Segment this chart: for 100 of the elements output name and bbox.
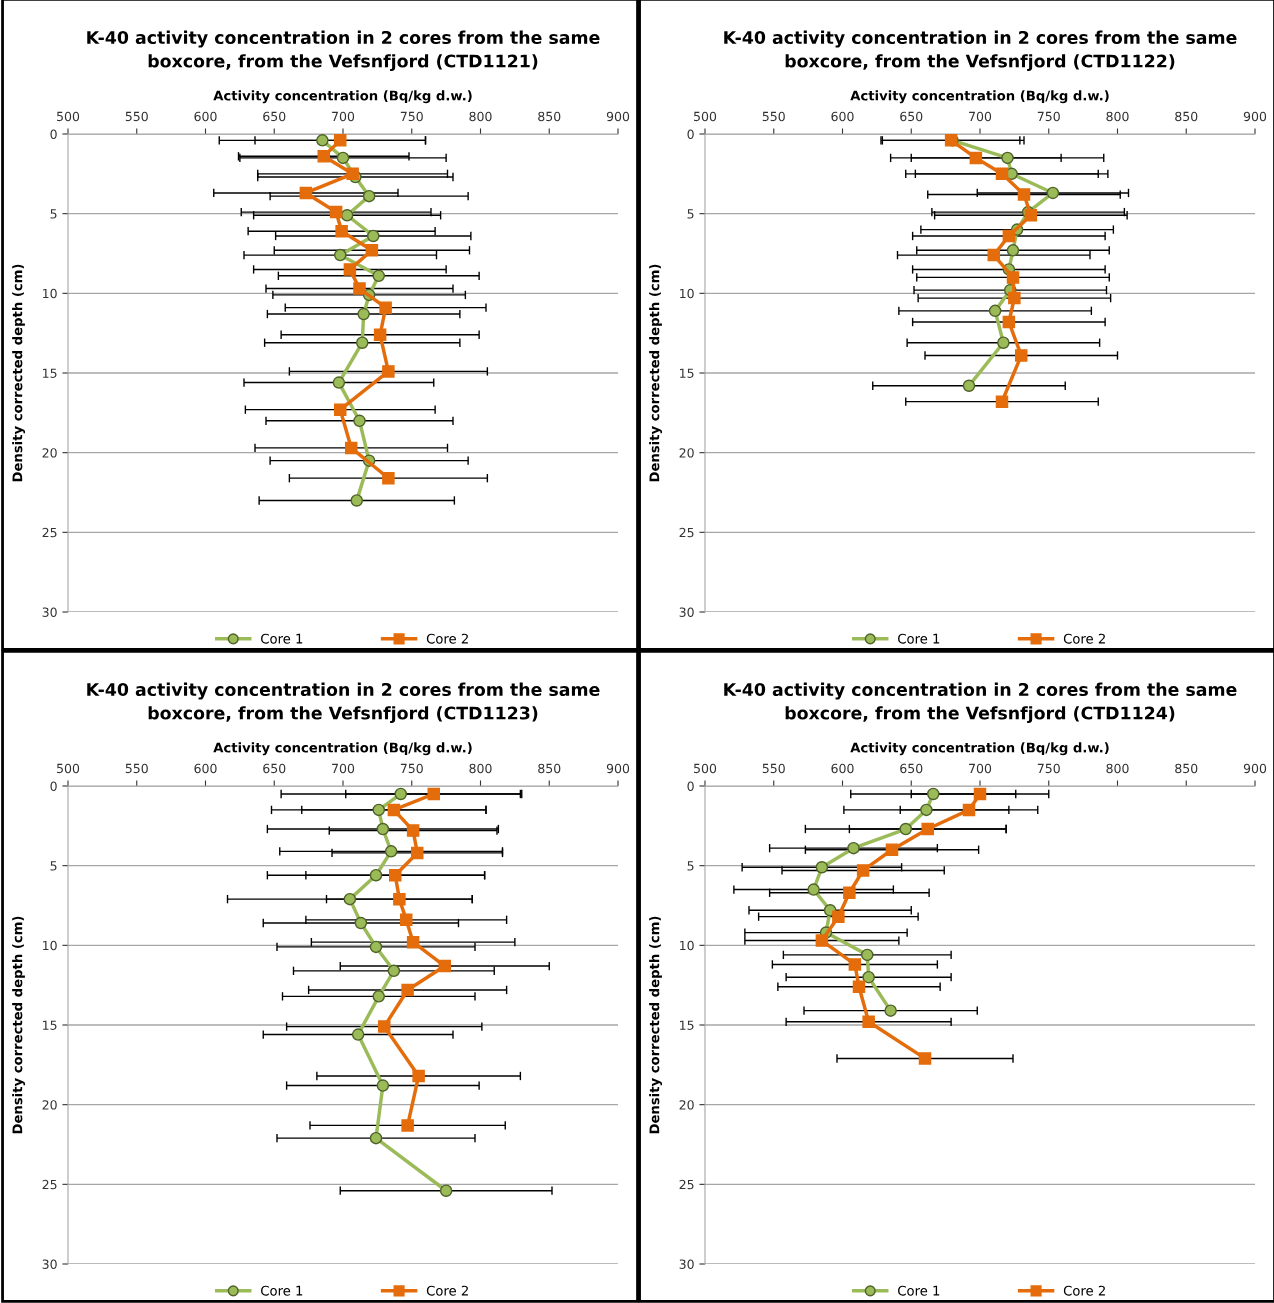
x-tick-label: 500	[694, 763, 717, 774]
x-tick-label: 700	[332, 111, 355, 122]
y-tick-label: 20	[42, 448, 57, 458]
point	[350, 494, 364, 507]
point	[1002, 229, 1016, 243]
point	[815, 934, 829, 947]
point	[832, 910, 845, 923]
y-axis-title: Density corrected depth (cm)	[12, 916, 26, 1134]
x-tick-label: 550	[125, 763, 148, 774]
x-tick-label: 600	[831, 763, 854, 774]
point	[393, 892, 406, 906]
x-axis-title: Activity concentration (Bq/kg d.w.)	[213, 90, 472, 104]
x-tick-label: 750	[400, 763, 423, 774]
point	[1006, 271, 1020, 284]
y-tick-label: 0	[50, 781, 57, 791]
x-tick-label: 650	[263, 111, 286, 122]
y-tick-label: 0	[687, 781, 694, 791]
x-tick-label: 900	[606, 111, 630, 122]
point	[406, 824, 420, 837]
point	[388, 868, 402, 882]
point	[987, 248, 1001, 262]
y-tick-label: 25	[42, 527, 57, 538]
legend-label: Core 2	[426, 1285, 468, 1296]
point	[439, 1184, 453, 1197]
point	[1017, 188, 1031, 201]
x-tick-label: 900	[606, 763, 630, 774]
legend-label: Core 1	[898, 1285, 940, 1296]
x-tick-label: 850	[538, 111, 561, 122]
legend-label: Core 1	[261, 633, 303, 644]
x-tick-label: 900	[1243, 763, 1267, 774]
y-tick-label: 15	[43, 368, 57, 378]
x-tick-label: 750	[1037, 111, 1060, 122]
legend-label: Core 1	[261, 1285, 303, 1296]
point	[843, 886, 856, 900]
x-tick-label: 850	[538, 763, 561, 774]
point	[1014, 349, 1028, 362]
point	[317, 150, 331, 163]
point	[406, 935, 420, 949]
point	[815, 861, 829, 874]
point	[401, 983, 414, 997]
point	[362, 189, 376, 203]
point	[410, 846, 424, 860]
point	[1002, 315, 1016, 329]
point	[1006, 244, 1020, 257]
point	[926, 787, 940, 801]
point	[372, 990, 386, 1003]
x-tick-label: 800	[1106, 763, 1129, 774]
point	[353, 414, 366, 428]
point	[332, 376, 346, 389]
point	[329, 205, 343, 219]
point	[920, 803, 933, 817]
x-tick-label: 750	[400, 111, 423, 122]
point	[862, 970, 875, 984]
point	[376, 822, 390, 836]
chart-title: K-40 activity concentration in 2 cores from the same boxcore, from the Vefsnfjord (CTD1122)	[724, 30, 1237, 72]
point	[376, 1079, 390, 1092]
point	[382, 365, 395, 378]
y-tick-label: 15	[680, 1020, 694, 1030]
y-tick-label: 5	[50, 861, 57, 871]
x-tick-label: 600	[194, 763, 217, 774]
y-tick-label: 10	[43, 940, 57, 951]
point	[962, 803, 976, 817]
x-tick-label: 550	[762, 763, 785, 774]
point	[382, 471, 395, 485]
point	[387, 803, 401, 817]
x-tick-label: 650	[900, 763, 923, 774]
point	[384, 845, 398, 858]
point	[921, 822, 935, 836]
y-tick-label: 20	[679, 1100, 694, 1110]
x-tick-label: 600	[194, 111, 217, 122]
x-tick-label: 700	[332, 763, 355, 774]
point	[357, 307, 370, 321]
y-tick-label: 5	[687, 861, 694, 871]
y-tick-label: 0	[687, 129, 694, 139]
x-tick-label: 700	[969, 763, 992, 774]
point	[427, 787, 441, 801]
y-tick-label: 10	[680, 288, 694, 299]
point	[373, 328, 387, 342]
x-tick-label: 650	[263, 763, 286, 774]
chart-title: K-40 activity concentration in 2 cores from the same boxcore, from the Vefsnfjord (CTD1123)	[87, 682, 600, 724]
x-tick-label: 850	[1175, 763, 1198, 774]
point	[335, 224, 348, 238]
point	[995, 167, 1009, 181]
point	[847, 841, 860, 855]
point	[807, 883, 820, 896]
point	[379, 301, 392, 314]
point	[354, 916, 368, 930]
chart-title: K-40 activity concentration in 2 cores from the same boxcore, from the Vefsnfjord (CTD1124)	[724, 682, 1237, 724]
point	[899, 822, 913, 836]
point	[438, 959, 452, 973]
point	[997, 336, 1010, 349]
y-tick-label: 5	[687, 209, 694, 219]
point	[333, 134, 347, 147]
y-tick-label: 10	[43, 288, 57, 299]
point	[369, 868, 383, 882]
point	[299, 186, 313, 200]
y-tick-label: 30	[679, 607, 694, 617]
x-tick-label: 750	[1037, 763, 1060, 774]
point	[316, 134, 329, 147]
point	[973, 787, 987, 801]
